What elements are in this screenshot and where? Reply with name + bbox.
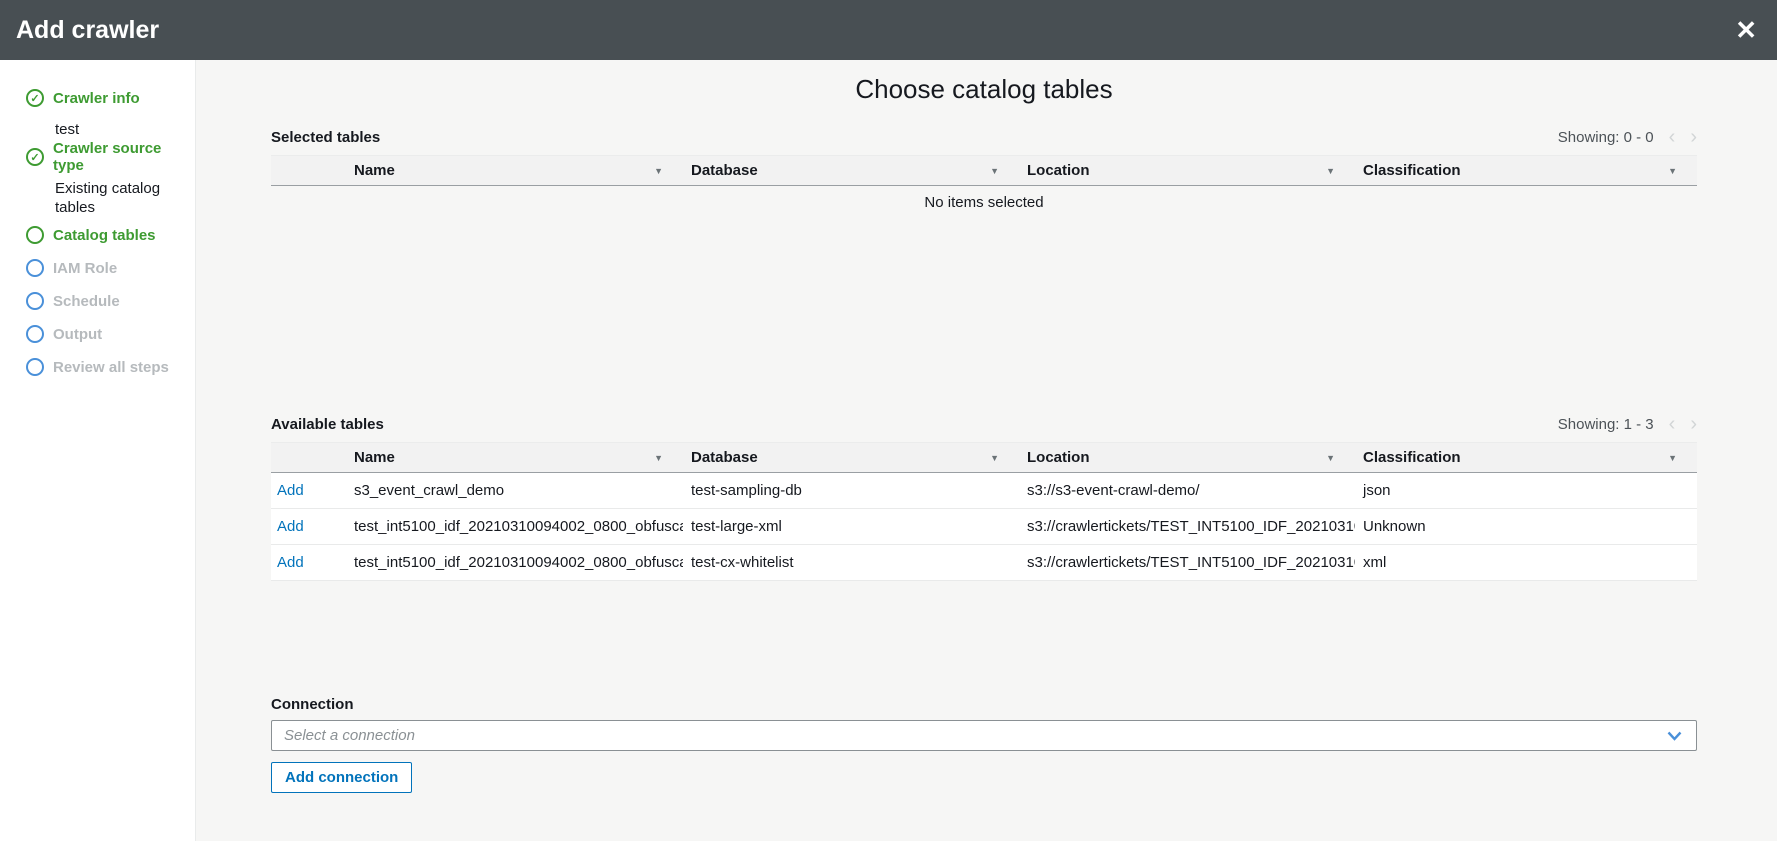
- step-current-circle-icon: [26, 226, 44, 244]
- step-pending-circle-icon: [26, 358, 44, 376]
- column-header-database: Database: [691, 449, 758, 466]
- available-showing-count: Showing: 1 - 3: [1557, 415, 1654, 433]
- sort-arrow-icon[interactable]: ▼: [1326, 165, 1335, 176]
- table-row: Add test_int5100_idf_20210310094002_0800…: [271, 509, 1697, 545]
- step-complete-check-icon: ✓: [26, 89, 44, 107]
- sort-arrow-icon[interactable]: ▼: [1668, 452, 1677, 463]
- available-tables-section: Available tables Showing: 1 - 3 ‹ › Name…: [271, 414, 1697, 581]
- table-name-cell: s3_event_crawl_demo: [354, 482, 505, 499]
- column-header-name: Name: [354, 162, 395, 179]
- step-pending-circle-icon: [26, 259, 44, 277]
- sidebar-step-output: Output: [26, 323, 185, 345]
- step-sublabel-source-type: Existing catalog tables: [55, 180, 161, 216]
- sort-arrow-icon[interactable]: ▼: [990, 452, 999, 463]
- table-name-cell: test_int5100_idf_20210310094002_0800_obf…: [354, 518, 683, 535]
- step-label: Output: [53, 325, 103, 343]
- selected-tables-label: Selected tables: [271, 128, 381, 146]
- table-classification-cell: Unknown: [1363, 518, 1426, 535]
- close-icon[interactable]: ✕: [1735, 15, 1757, 45]
- sort-arrow-icon[interactable]: ▼: [990, 165, 999, 176]
- connection-select-placeholder: Select a connection: [284, 727, 415, 744]
- table-name-cell: test_int5100_idf_20210310094002_0800_obf…: [354, 554, 683, 571]
- page-prev-icon[interactable]: ‹: [1668, 126, 1676, 148]
- sort-arrow-icon[interactable]: ▼: [654, 165, 663, 176]
- table-row: Add s3_event_crawl_demo test-sampling-db…: [271, 473, 1697, 509]
- sidebar-step-iam-role: IAM Role: [26, 257, 185, 279]
- chevron-down-icon: [1667, 731, 1682, 741]
- selected-tables-header-row: Name ▼ Database ▼ Location ▼ Classification…: [271, 155, 1697, 186]
- main-panel: Choose catalog tables Selected tables Sh…: [196, 60, 1777, 841]
- table-row: Add test_int5100_idf_20210310094002_0800…: [271, 545, 1697, 581]
- connection-section: Connection Select a connection Add conne…: [271, 696, 1697, 793]
- available-tables-header-row: Name ▼ Database ▼ Location ▼ Classification…: [271, 442, 1697, 473]
- step-label: Catalog tables: [53, 226, 156, 244]
- table-database-cell: test-sampling-db: [691, 482, 802, 499]
- add-connection-button[interactable]: Add connection: [271, 762, 413, 793]
- connection-select[interactable]: Select a connection: [271, 720, 1697, 751]
- add-table-link[interactable]: Add: [277, 518, 304, 535]
- step-label: Crawler source type: [53, 140, 162, 174]
- sort-arrow-icon[interactable]: ▼: [1326, 452, 1335, 463]
- step-label: IAM Role: [53, 259, 118, 277]
- table-classification-cell: json: [1363, 482, 1391, 499]
- add-table-link[interactable]: Add: [277, 554, 304, 571]
- sidebar-step-review-all-steps: Review all steps: [26, 356, 185, 378]
- table-classification-cell: xml: [1363, 554, 1387, 571]
- modal-header: Add crawler ✕: [0, 0, 1777, 60]
- table-location-cell: s3://crawlertickets/TEST_INT5100_IDF_202…: [1027, 554, 1355, 571]
- table-database-cell: test-cx-whitelist: [691, 554, 794, 571]
- sidebar-step-crawler-info[interactable]: ✓ Crawler info: [26, 87, 185, 109]
- step-pending-circle-icon: [26, 292, 44, 310]
- step-sublabel-crawler-name: test: [55, 121, 80, 138]
- table-database-cell: test-large-xml: [691, 518, 782, 535]
- column-header-database: Database: [691, 162, 758, 179]
- sort-arrow-icon[interactable]: ▼: [1668, 165, 1677, 176]
- step-label: Schedule: [53, 292, 120, 310]
- selected-showing-count: Showing: 0 - 0: [1557, 128, 1654, 146]
- sort-arrow-icon[interactable]: ▼: [654, 452, 663, 463]
- selected-tables-section: Selected tables Showing: 0 - 0 ‹ › Name ▼…: [271, 127, 1697, 414]
- page-next-icon[interactable]: ›: [1690, 126, 1697, 148]
- column-header-classification: Classification: [1363, 449, 1461, 466]
- column-header-location: Location: [1027, 162, 1090, 179]
- step-label: Crawler info: [53, 89, 140, 107]
- step-label: Review all steps: [53, 358, 169, 376]
- table-location-cell: s3://s3-event-crawl-demo/: [1027, 482, 1200, 499]
- available-tables-label: Available tables: [271, 415, 384, 433]
- empty-selection-message: No items selected: [924, 194, 1044, 211]
- column-header-location: Location: [1027, 449, 1090, 466]
- step-complete-check-icon: ✓: [26, 148, 44, 166]
- sidebar-step-catalog-tables[interactable]: Catalog tables: [26, 224, 185, 246]
- add-table-link[interactable]: Add: [277, 482, 304, 499]
- wizard-sidebar: ✓ Crawler info test ✓ Crawler source typ…: [0, 60, 196, 841]
- step-pending-circle-icon: [26, 325, 44, 343]
- column-header-name: Name: [354, 449, 395, 466]
- page-next-icon[interactable]: ›: [1690, 413, 1697, 435]
- sidebar-step-crawler-source-type[interactable]: ✓ Crawler source type: [26, 140, 185, 174]
- page-title: Add crawler: [16, 15, 160, 44]
- table-location-cell: s3://crawlertickets/TEST_INT5100_IDF_202…: [1027, 518, 1355, 535]
- step-heading: Choose catalog tables: [855, 74, 1113, 104]
- page-prev-icon[interactable]: ‹: [1668, 413, 1676, 435]
- column-header-classification: Classification: [1363, 162, 1461, 179]
- connection-label: Connection: [271, 696, 354, 713]
- sidebar-step-schedule: Schedule: [26, 290, 185, 312]
